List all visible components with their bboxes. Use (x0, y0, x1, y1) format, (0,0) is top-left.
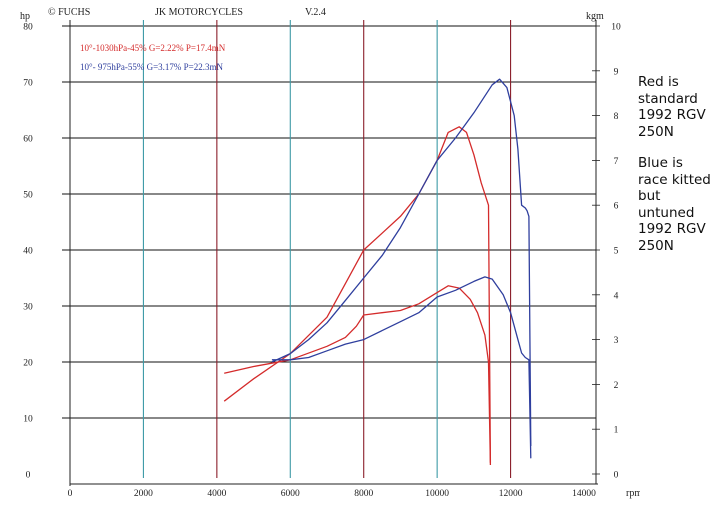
note-red-line: 250N (638, 123, 674, 140)
x-tick-label: 10000 (425, 489, 449, 499)
y-tick-label: 50 (23, 191, 33, 201)
x-tick-label: 14000 (572, 489, 596, 499)
version-label: V.2.4 (305, 7, 326, 18)
y-tick-label: 20 (23, 359, 33, 369)
note-blue-line: 1992 RGV (638, 221, 706, 237)
legend-entry-red: 10°-1030hPa-45% G=2.22% P=17.4mN (80, 43, 226, 53)
brand-label: © FUCHS (48, 7, 90, 18)
x-tick-label: 12000 (499, 489, 523, 499)
y-tick-label: 60 (23, 135, 33, 145)
y2-tick-label: 8 (614, 112, 619, 122)
y2-tick-label: 0 (614, 471, 619, 481)
x-tick-label: 4000 (207, 489, 226, 499)
note-blue-line: but (638, 188, 661, 204)
note-red: Red is standard 1992 RGV 250N (638, 74, 720, 140)
note-blue-line: 250N (638, 237, 674, 254)
legend-entry-blue: 10°- 975hPa-55% G=3.17% P=22.3mN (80, 62, 223, 72)
left-unit-label: hp (20, 11, 30, 22)
chart-series (223, 78, 532, 466)
chart-title: JK MOTORCYCLES (155, 7, 243, 18)
chart-grid (62, 20, 600, 486)
note-red-line: Red is (638, 74, 679, 90)
y-tick-label: 30 (23, 303, 33, 313)
y-tick-label: 10 (23, 415, 33, 425)
torque-blue-line (271, 276, 532, 459)
y-tick-label: 40 (23, 247, 33, 257)
dyno-chart: © FUCHS JK MOTORCYCLES V.2.4 hp kgm rpm … (20, 7, 640, 499)
y2-tick-label: 5 (614, 247, 619, 257)
y2-tick-label: 1 (614, 426, 619, 436)
note-blue-line: untuned (638, 204, 695, 221)
power-blue-line (271, 78, 532, 447)
torque-red-line (224, 285, 492, 466)
x-tick-label: 8000 (354, 489, 373, 499)
y-tick-label: 0 (26, 471, 31, 481)
power-red-line (223, 126, 492, 463)
note-red-line: standard (638, 90, 698, 107)
y2-tick-label: 6 (614, 202, 619, 212)
x-tick-label: 6000 (281, 489, 300, 499)
note-red-line: 1992 RGV (638, 107, 706, 123)
y2-tick-label: 2 (614, 381, 619, 391)
right-unit-label: kgm (586, 11, 604, 22)
note-blue-line: race kitted (638, 171, 711, 188)
chart-labels: © FUCHS JK MOTORCYCLES V.2.4 hp kgm rpm … (20, 7, 640, 499)
note-blue-line: Blue is (638, 155, 683, 171)
y2-tick-label: 7 (614, 157, 619, 167)
x-tick-label: 0 (68, 489, 73, 499)
y-tick-label: 80 (23, 23, 33, 33)
y-tick-label: 70 (23, 79, 33, 89)
note-blue: Blue is race kitted but untuned 1992 RGV… (638, 155, 720, 254)
y2-tick-label: 10 (611, 23, 621, 33)
y2-tick-label: 3 (614, 336, 619, 346)
y2-tick-label: 9 (614, 67, 619, 77)
y2-tick-label: 4 (614, 291, 619, 301)
x-unit-label: rpm (626, 488, 640, 499)
x-tick-label: 2000 (134, 489, 153, 499)
